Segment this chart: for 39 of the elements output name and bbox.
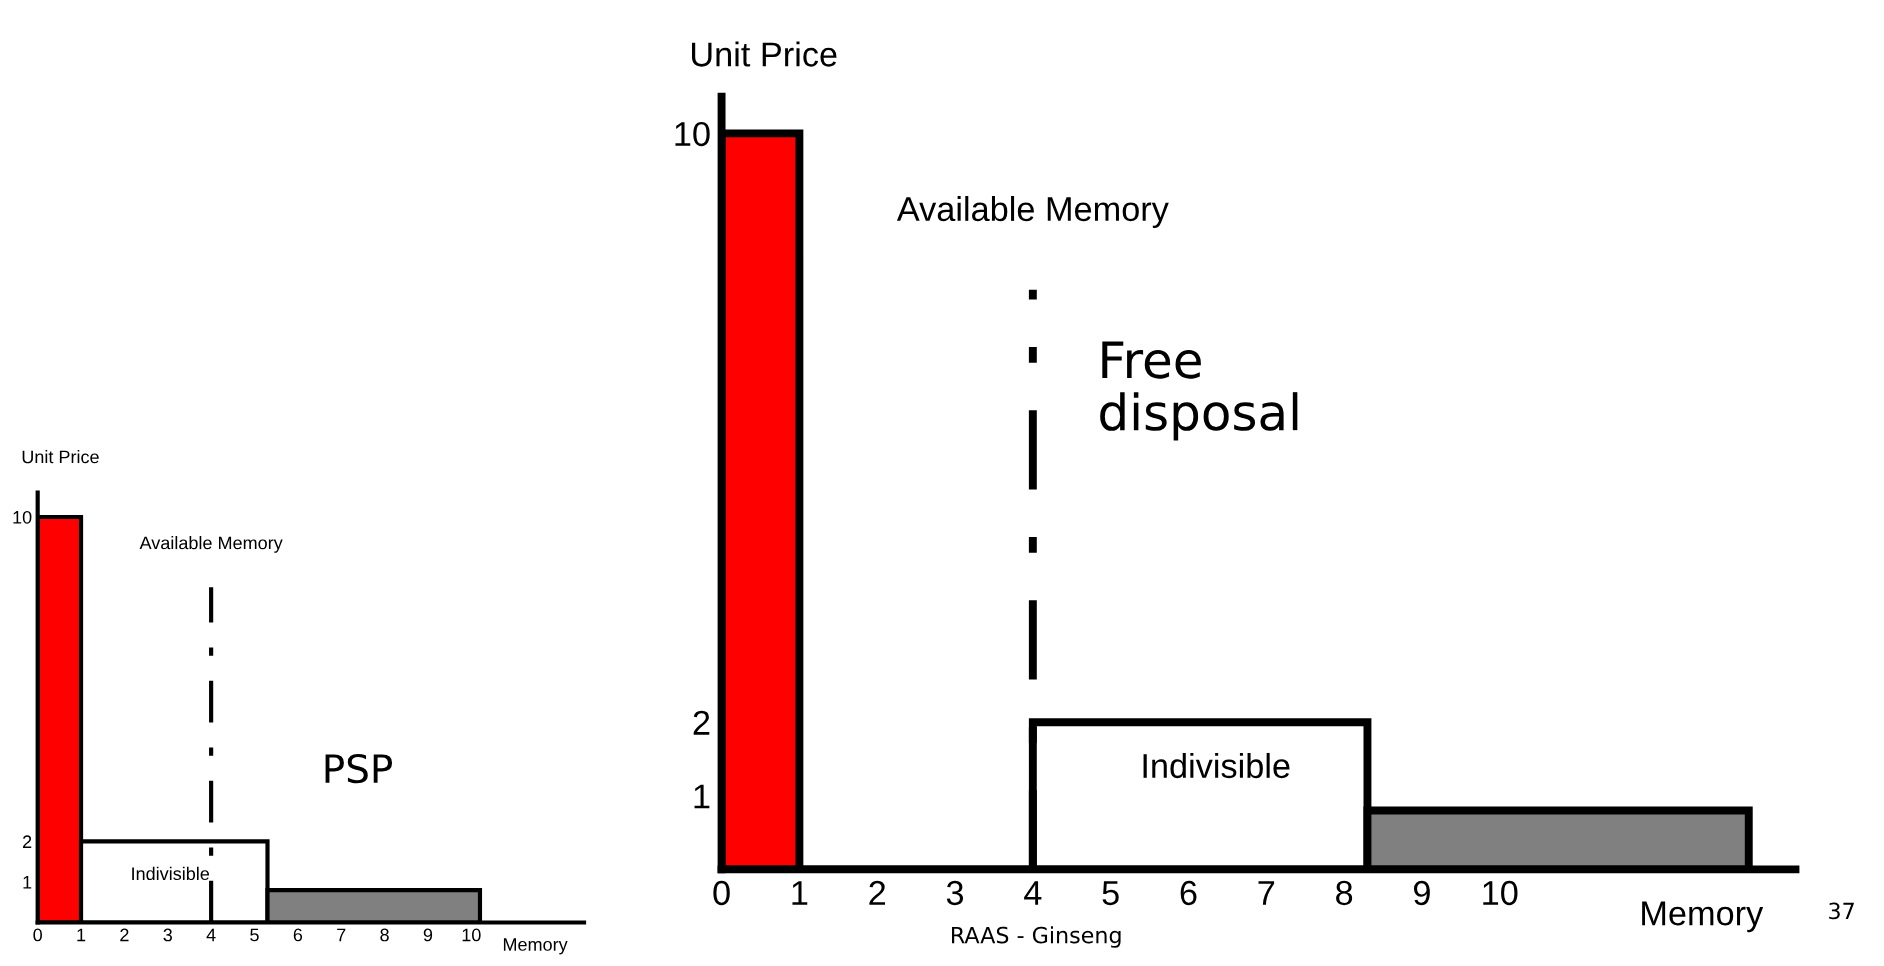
- x-tick-label: 0: [713, 880, 730, 906]
- annotation: PSP: [325, 753, 393, 784]
- x-tick-label: 7: [337, 928, 346, 942]
- x-tick-label: 6: [293, 928, 303, 942]
- x-tick-label: 2: [869, 880, 886, 905]
- annotation: Indivisible: [132, 866, 210, 881]
- x-tick-label: 4: [206, 928, 216, 942]
- y-axis-title: Unit Price: [692, 41, 837, 67]
- x-tick-label: 0: [33, 928, 42, 942]
- x-tick-label: 1: [792, 881, 808, 905]
- x-tick-label: 3: [163, 928, 172, 942]
- x-axis-title: Memory: [1642, 901, 1764, 933]
- x-axis-title: Memory: [503, 938, 568, 955]
- x-tick-label: 8: [1336, 880, 1353, 906]
- ref-line-label: Available Memory: [139, 536, 283, 553]
- annotation: Free disposal: [1100, 341, 1298, 441]
- x-tick-label: 9: [1414, 880, 1430, 906]
- annotation: Indivisible: [1143, 752, 1290, 779]
- x-tick-label: 4: [1024, 881, 1042, 905]
- ref-line-label: Available Memory: [896, 196, 1169, 228]
- x-tick-label: 5: [250, 928, 259, 942]
- x-tick-label: 10: [462, 928, 481, 942]
- text: 37: [1829, 902, 1854, 920]
- x-tick-label: 1: [77, 928, 86, 942]
- y-tick-label: 2: [22, 835, 32, 848]
- x-tick-label: 6: [1180, 880, 1197, 906]
- y-tick-label: 2: [693, 710, 710, 735]
- y-axis-title: Unit Price: [22, 450, 99, 464]
- x-tick-label: 7: [1258, 881, 1275, 905]
- y-tick-label: 10: [675, 121, 710, 147]
- x-tick-label: 10: [1483, 880, 1518, 906]
- x-tick-label: 2: [120, 928, 129, 942]
- text: RAAS - Ginseng: [952, 926, 1121, 948]
- x-tick-label: 9: [423, 928, 433, 942]
- y-tick-label: 1: [694, 784, 710, 809]
- x-tick-label: 3: [946, 880, 964, 906]
- x-tick-label: 8: [380, 928, 389, 942]
- x-tick-label: 5: [1102, 881, 1119, 906]
- y-tick-label: 10: [13, 510, 32, 524]
